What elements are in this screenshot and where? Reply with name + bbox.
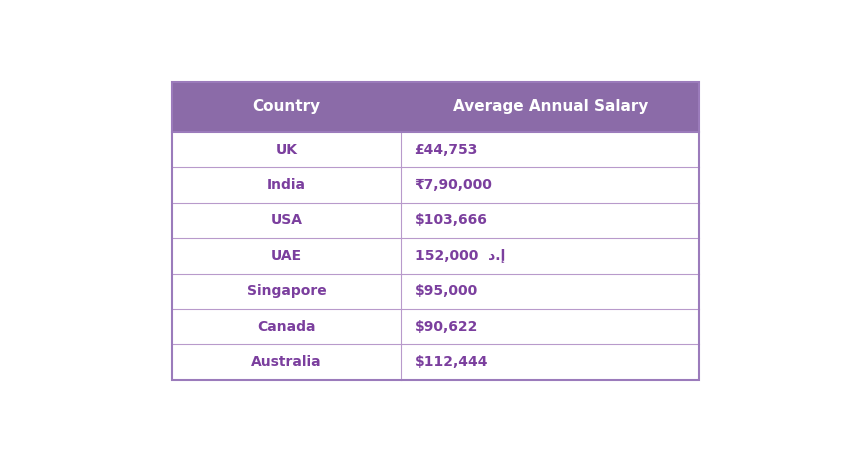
Text: $95,000: $95,000 — [415, 284, 478, 298]
Text: ₹7,90,000: ₹7,90,000 — [415, 178, 492, 192]
Text: Canada: Canada — [258, 320, 316, 333]
Text: UK: UK — [275, 143, 298, 157]
Text: $90,622: $90,622 — [415, 320, 478, 333]
Text: UAE: UAE — [271, 249, 303, 263]
Text: USA: USA — [271, 213, 303, 227]
Text: 152,000  د.إ: 152,000 د.إ — [415, 249, 505, 263]
Text: Australia: Australia — [252, 355, 322, 369]
Text: Country: Country — [252, 99, 320, 114]
Text: India: India — [267, 178, 306, 192]
Text: Singapore: Singapore — [246, 284, 326, 298]
Text: Average Annual Salary: Average Annual Salary — [452, 99, 648, 114]
Text: £44,753: £44,753 — [415, 143, 478, 157]
Text: $112,444: $112,444 — [415, 355, 488, 369]
Text: $103,666: $103,666 — [415, 213, 487, 227]
